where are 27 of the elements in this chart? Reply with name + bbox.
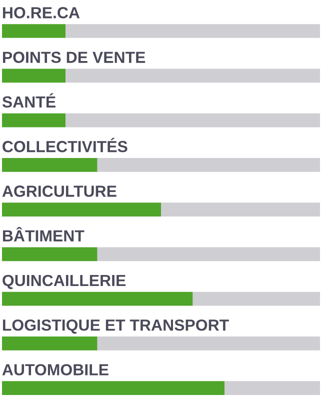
bar — [97, 247, 320, 262]
bar — [224, 381, 320, 395]
bar — [2, 247, 98, 262]
y-tick-label: POINTS DE VENTE — [3, 52, 146, 63]
bar — [2, 68, 66, 83]
y-tick-label: AUTOMOBILE — [2, 364, 108, 376]
y-tick-label: COLLECTIVITÉS — [2, 138, 128, 152]
bar — [2, 158, 98, 172]
y-tick-label: QUINCAILLERIE — [2, 274, 126, 290]
bar — [2, 113, 66, 128]
bar — [192, 292, 320, 306]
bar — [2, 202, 161, 216]
y-tick-label: SANTÉ — [2, 93, 56, 108]
bar — [97, 158, 320, 172]
bar — [66, 113, 320, 128]
bar — [66, 24, 320, 38]
bar — [97, 336, 320, 350]
y-tick-label: HO.RE.CA — [3, 7, 80, 18]
bar — [2, 381, 225, 395]
bar — [2, 24, 66, 38]
bar — [66, 68, 320, 83]
bar — [161, 202, 320, 216]
y-tick-label: LOGISTIQUE ET TRANSPORT — [3, 319, 229, 334]
y-tick-label: AGRICULTURE — [2, 186, 116, 197]
y-tick-label: BÂTIMENT — [3, 227, 84, 242]
bar — [2, 336, 98, 350]
bar — [2, 292, 193, 306]
